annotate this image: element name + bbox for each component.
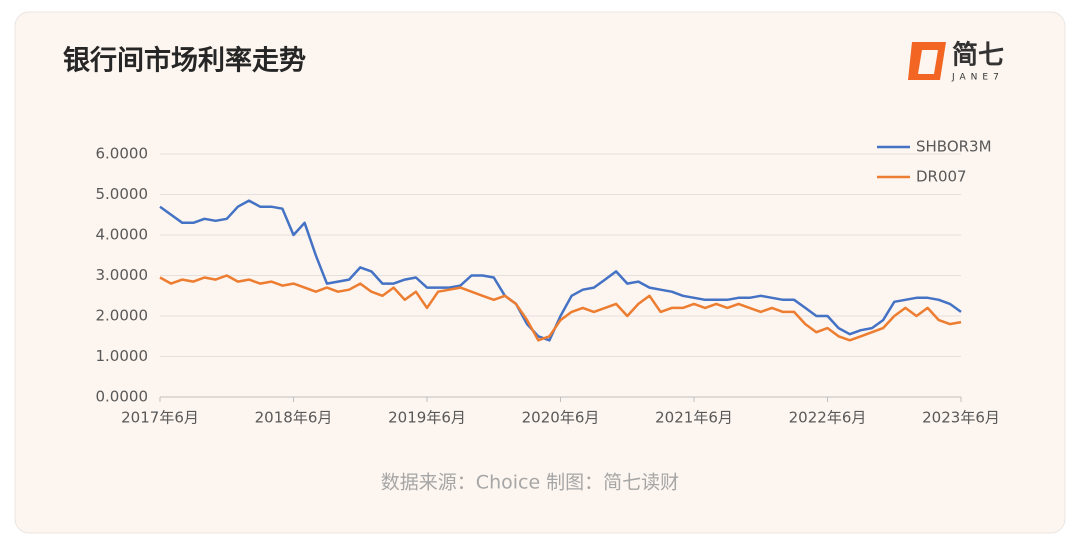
y-tick-label: 6.0000 — [96, 145, 149, 163]
y-tick-label: 4.0000 — [96, 226, 149, 244]
logo-text: 简七 — [952, 40, 1004, 71]
chart-title: 银行间市场利率走势 — [63, 45, 306, 77]
line-series — [159, 199, 962, 342]
y-tick-label: 2.0000 — [96, 307, 149, 325]
x-tick-label: 2017年6月 — [121, 409, 199, 427]
card — [14, 11, 1066, 534]
source-note: 数据来源：Choice 制图：简七读财 — [381, 472, 679, 494]
y-tick-label: 5.0000 — [96, 185, 149, 203]
legend-label: DR007 — [916, 168, 967, 186]
logo: 简七 JANE7 — [908, 40, 1004, 83]
x-tick-label: 2022年6月 — [789, 409, 867, 427]
logo-mark — [918, 50, 938, 74]
x-tick-label: 2023年6月 — [922, 409, 1000, 427]
x-tick-label: 2020年6月 — [522, 409, 600, 427]
y-tick-label: 0.0000 — [96, 388, 149, 406]
x-tick-label: 2021年6月 — [655, 409, 733, 427]
logo-subtext: JANE7 — [951, 73, 1004, 83]
legend-label: SHBOR3M — [916, 138, 992, 156]
x-tick-label: 2018年6月 — [255, 409, 333, 427]
y-tick-label: 1.0000 — [96, 347, 149, 365]
line-series — [159, 274, 962, 342]
y-tick-label: 3.0000 — [96, 266, 149, 284]
x-tick-label: 2019年6月 — [388, 409, 466, 427]
